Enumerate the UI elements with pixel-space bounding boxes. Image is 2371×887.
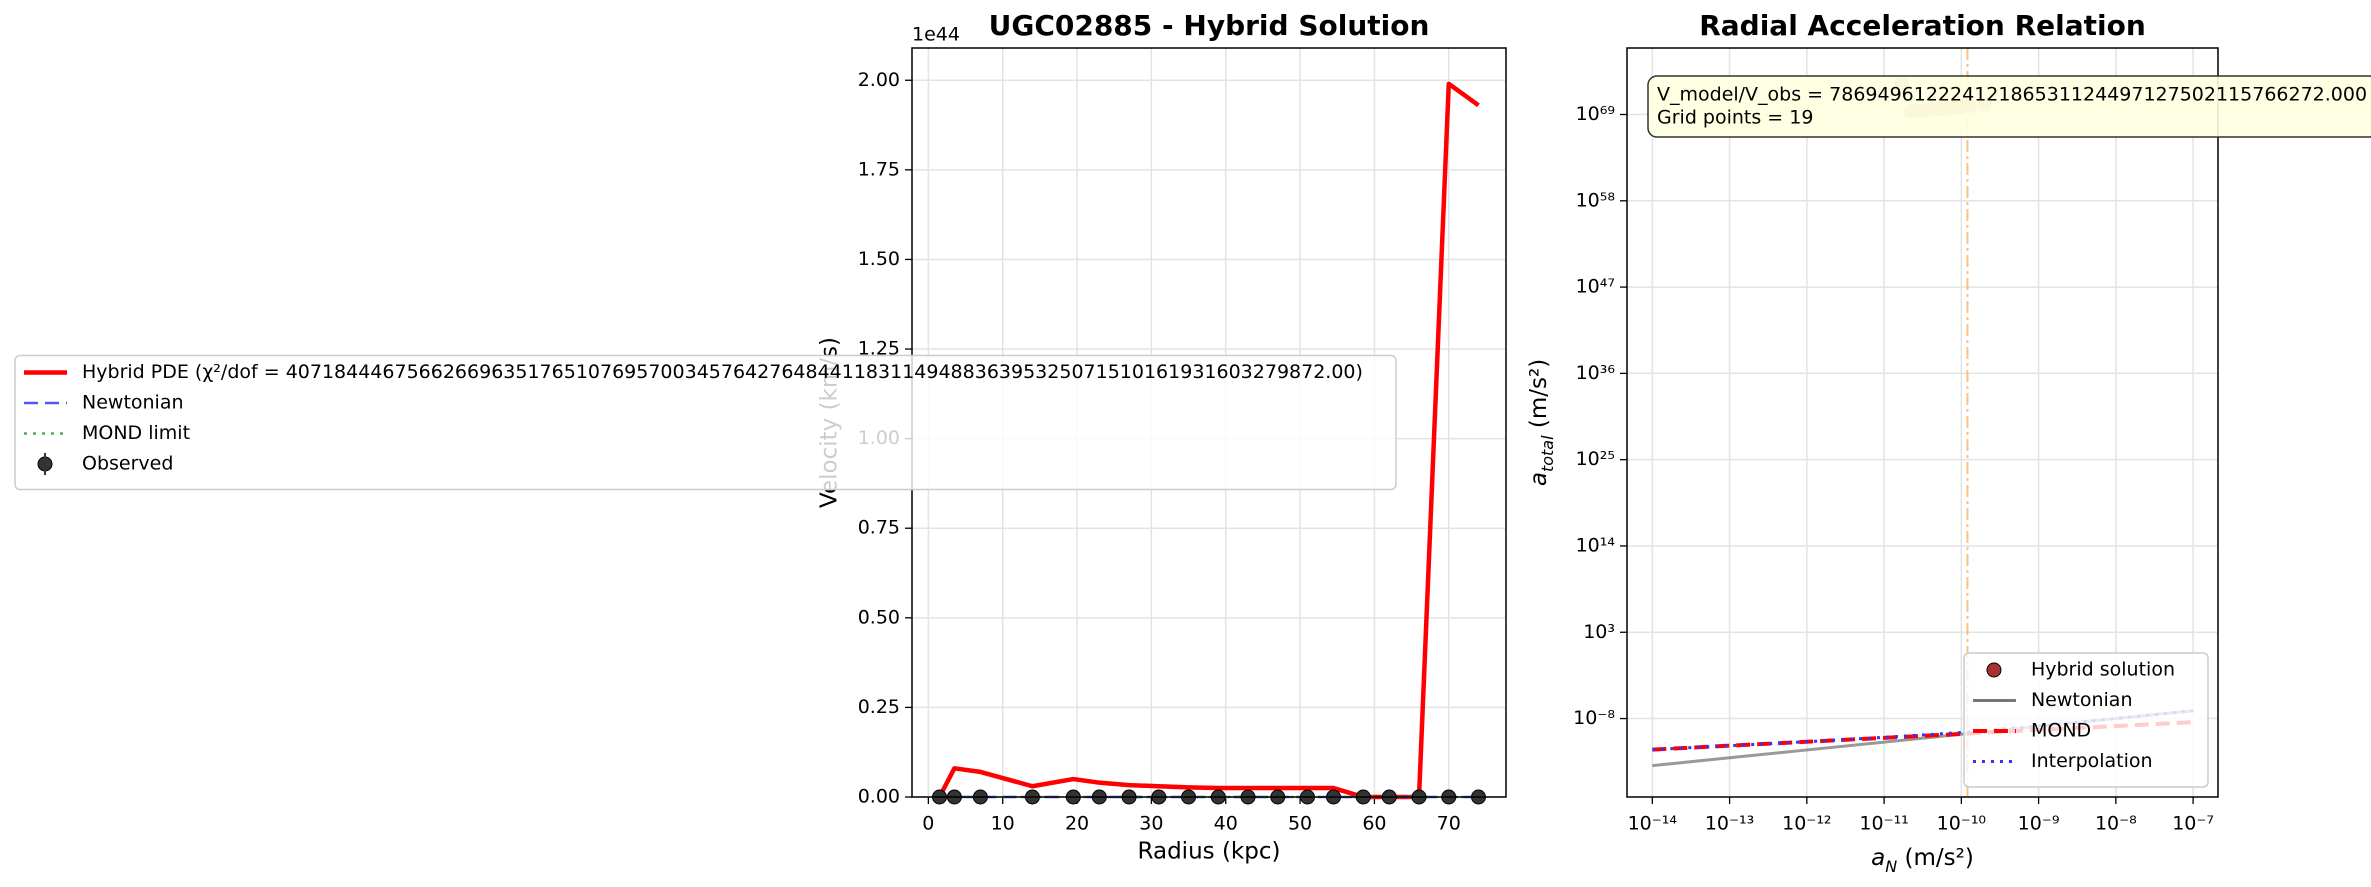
x-tick-label: 10	[991, 813, 1015, 835]
x-label: aN (m/s²)	[1871, 845, 1974, 877]
legend-label: Hybrid solution	[2031, 659, 2175, 681]
chart-title: Radial Acceleration Relation	[1699, 9, 2146, 42]
annotation-text: V_model/V_obs = 786949612224121865311244…	[1657, 84, 2367, 106]
label-subscript: N	[1885, 857, 1897, 876]
legend-label: Newtonian	[2031, 689, 2133, 711]
label-unit: (m/s²)	[1526, 359, 1552, 436]
legend-label: Hybrid PDE (χ²/dof = 4071844467566266963…	[82, 361, 1363, 383]
legend: Hybrid solution Newtonian MOND Interpolatio…	[1963, 652, 2209, 788]
legend-background	[14, 354, 1397, 491]
y-tick-label: 10⁵⁸	[1576, 189, 1615, 211]
y-tick-label: 2.00	[858, 69, 900, 91]
x-tick-label: 40	[1214, 813, 1238, 835]
y-tick-label: 10⁴⁷	[1576, 276, 1615, 298]
x-tick-label: 10⁻¹⁰	[1937, 813, 1986, 835]
legend-background	[1963, 652, 2209, 788]
x-tick-label: 20	[1065, 813, 1089, 835]
offset-text: 1e44	[912, 24, 960, 46]
x-tick-label: 10⁻⁹	[2018, 813, 2060, 835]
y-label: atotal (m/s²)	[1526, 359, 1558, 486]
y-tick-label: 10²⁵	[1576, 448, 1615, 470]
label-symbol: a	[1526, 472, 1552, 486]
x-tick-label: 60	[1362, 813, 1386, 835]
x-tick-label: 10⁻¹²	[1782, 813, 1831, 835]
y-tick-label: 0.75	[858, 517, 900, 539]
x-tick-label: 10⁻¹⁴	[1628, 813, 1678, 835]
x-tick-label: 10⁻¹¹	[1859, 813, 1908, 835]
y-tick-label: 1.50	[858, 248, 900, 270]
y-tick-label: 10⁶⁹	[1576, 103, 1615, 125]
x-label: Radius (kpc)	[1138, 839, 1281, 865]
annotation-text: Grid points = 19	[1657, 107, 1813, 129]
legend-marker	[1986, 662, 2002, 678]
y-tick-label: 0.50	[858, 606, 900, 628]
y-tick-label: 10¹⁴	[1576, 534, 1616, 556]
x-tick-label: 10⁻¹³	[1705, 813, 1754, 835]
annotation-background	[1647, 75, 2371, 138]
legend: Hybrid PDE (χ²/dof = 4071844467566266963…	[14, 354, 1397, 491]
legend-label: Interpolation	[2031, 750, 2153, 772]
y-tick-label: 0.25	[858, 696, 900, 718]
y-tick-label: 10⁻⁸	[1573, 707, 1615, 729]
legend-label: Observed	[82, 453, 173, 475]
y-tick-label: 10³	[1583, 621, 1615, 643]
y-tick-label: 0.00	[858, 786, 900, 808]
plot-frame	[1626, 47, 2219, 798]
label-subscript: total	[1538, 435, 1557, 472]
x-tick-label: 10⁻⁸	[2095, 813, 2137, 835]
x-tick-label: 10⁻⁷	[2172, 813, 2214, 835]
x-tick-label: 50	[1288, 813, 1312, 835]
legend-label: Newtonian	[82, 392, 184, 414]
legend-label: MOND limit	[82, 422, 190, 444]
x-tick-label: 0	[922, 813, 934, 835]
x-tick-label: 70	[1437, 813, 1461, 835]
y-tick-label: 1.25	[858, 338, 900, 360]
y-tick-label: 1.75	[858, 158, 900, 180]
annotation-box: V_model/V_obs = 786949612224121865311244…	[1647, 75, 2371, 138]
label-symbol: a	[1871, 845, 1885, 871]
y-tick-label: 10³⁶	[1576, 362, 1615, 384]
chart-title: UGC02885 - Hybrid Solution	[989, 9, 1430, 42]
legend-label: MOND	[2031, 720, 2091, 742]
label-unit: (m/s²)	[1897, 845, 1974, 871]
x-tick-label: 30	[1139, 813, 1163, 835]
